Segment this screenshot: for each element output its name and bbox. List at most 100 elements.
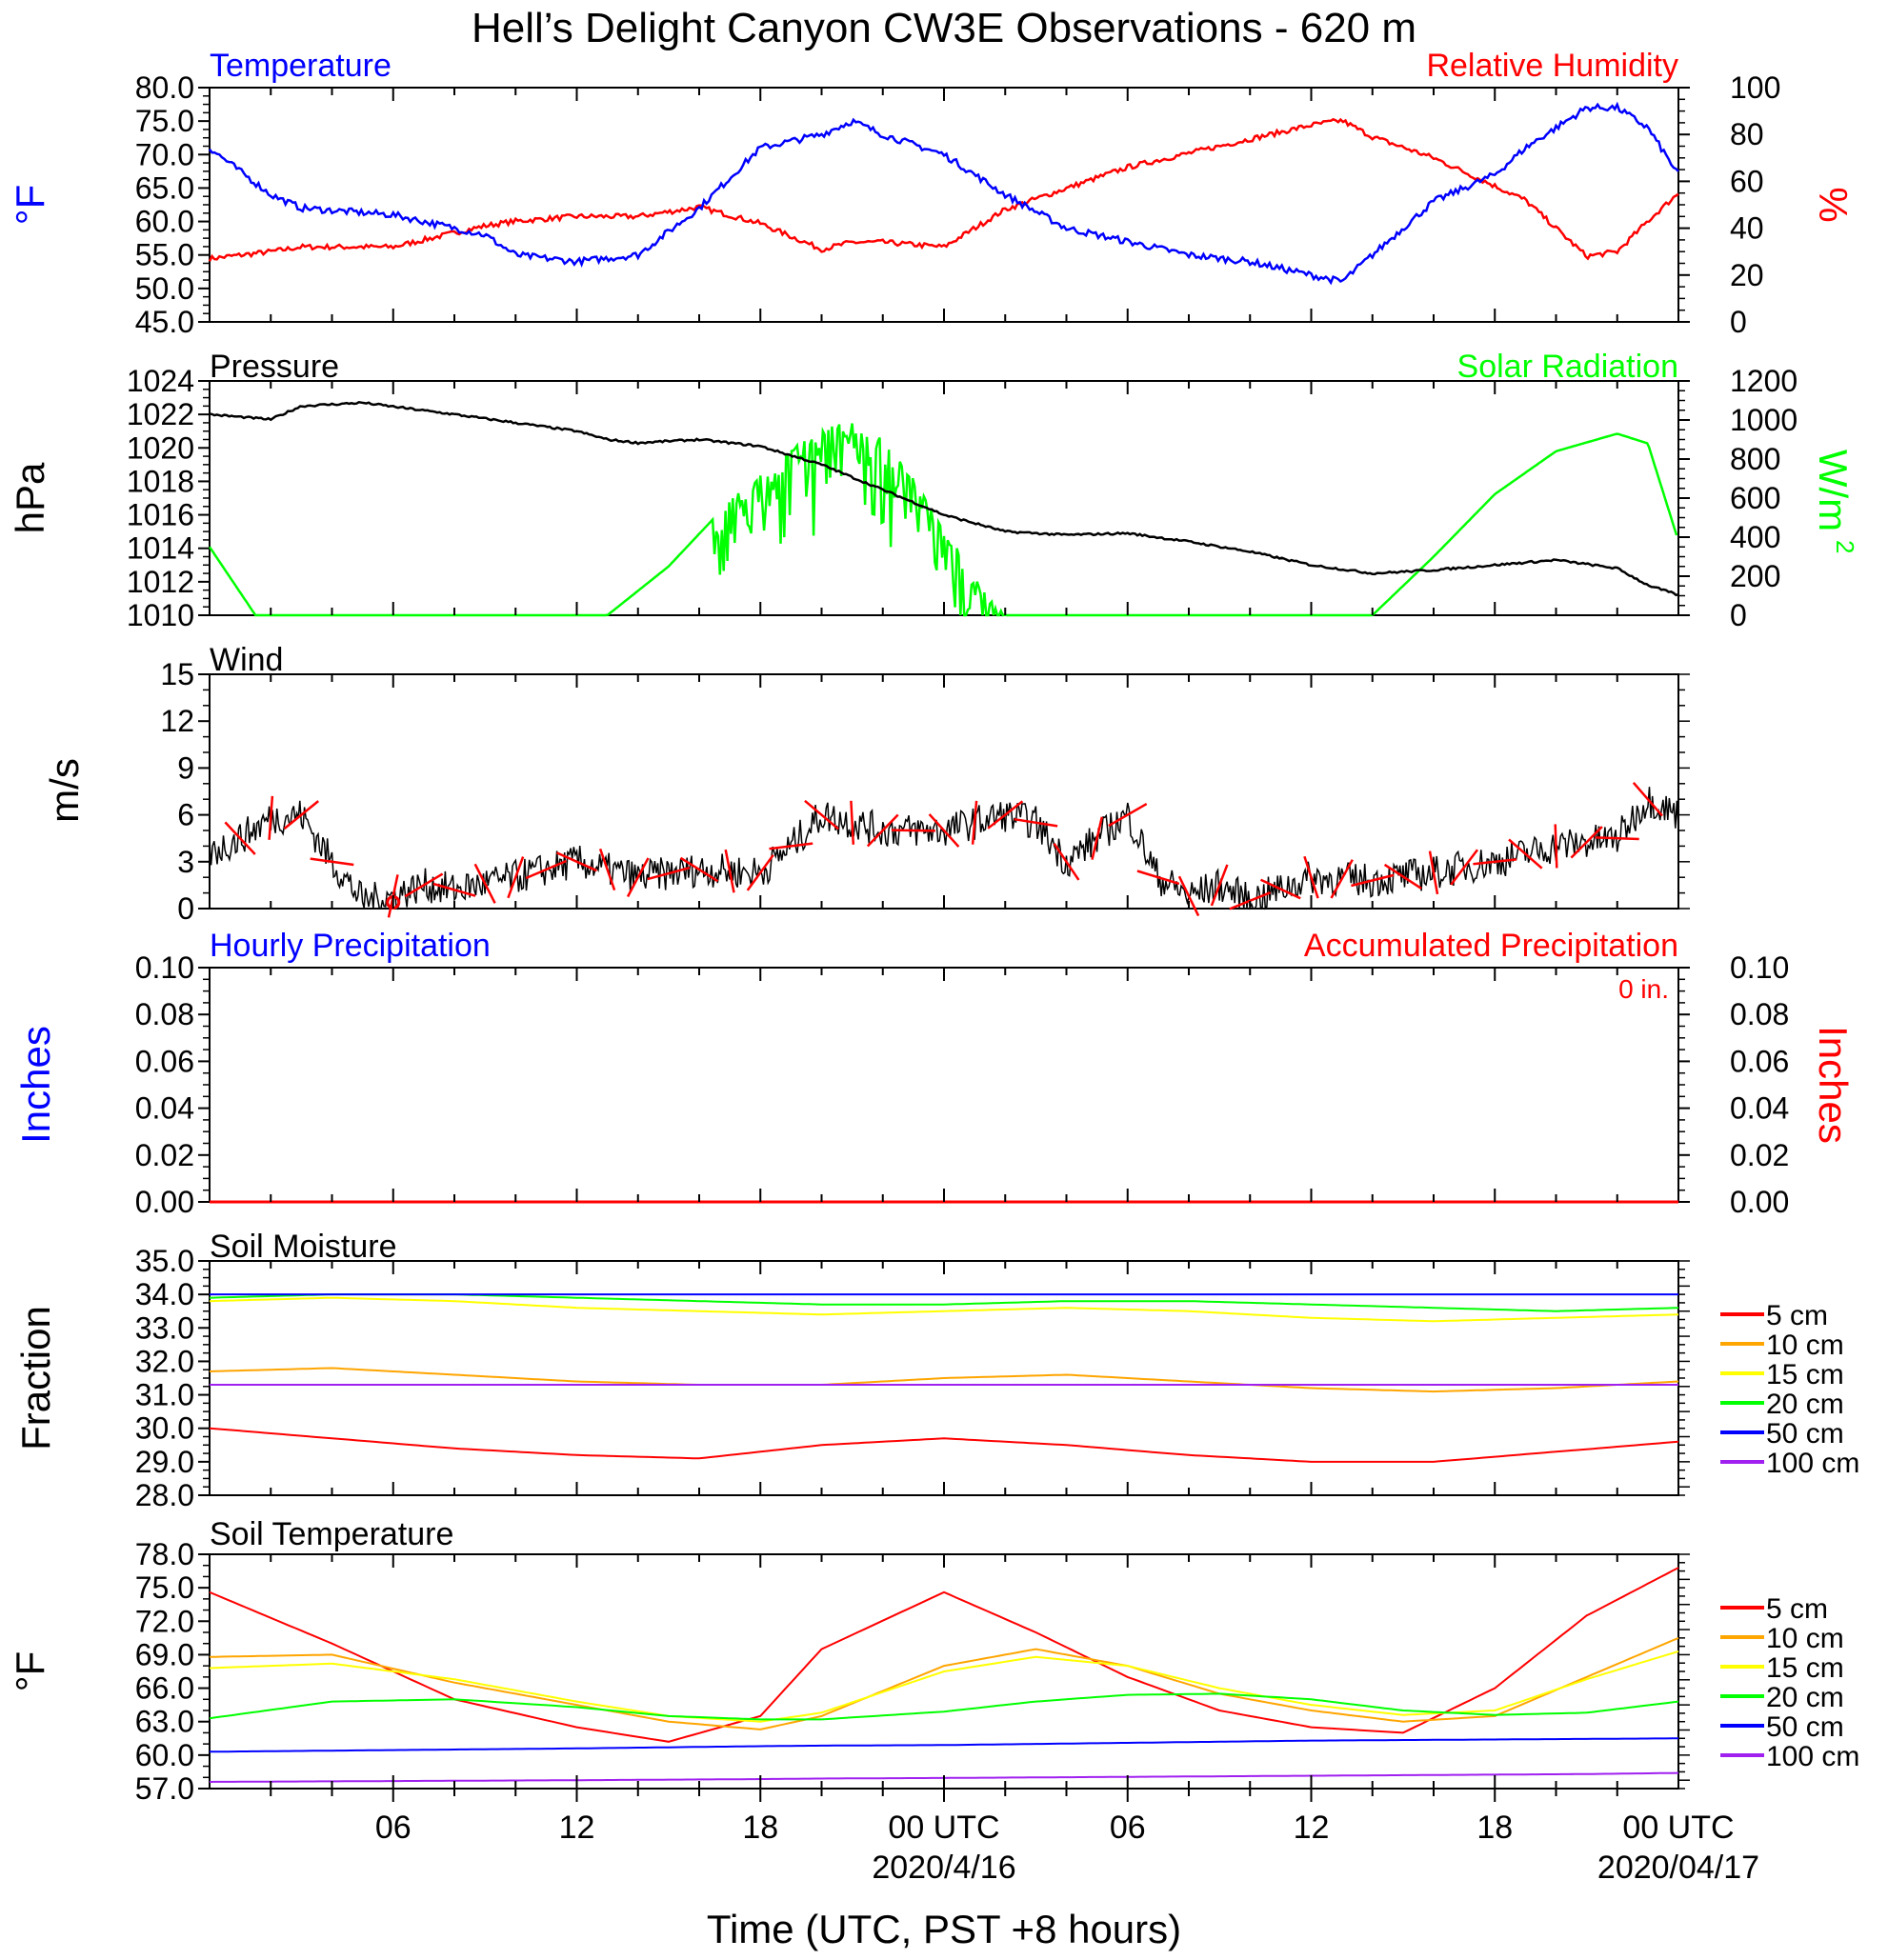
- panel-precip-left-ticks: 0.00 0.02 0.04 0.06 0.08 0.10: [135, 950, 210, 1219]
- panel-wind: Wind 0 3 6 9 12 15 m/s: [42, 642, 1690, 926]
- panel-precip-annotation: 0 in.: [1618, 974, 1669, 1004]
- right-tick-label: 800: [1730, 442, 1780, 476]
- right-tick-label: 600: [1730, 481, 1780, 515]
- right-tick-label: 0.02: [1730, 1138, 1789, 1172]
- panel-pressure-solar-left-units: hPa: [8, 462, 52, 533]
- left-tick-label: 75.0: [135, 104, 194, 138]
- panel-soil-moisture-left-ticks: 28.029.030.031.032.033.034.035.0: [135, 1244, 210, 1512]
- soil-series-line-1: [209, 1367, 1679, 1393]
- wind-barb: [1632, 781, 1663, 817]
- panel-soil-temp-series: [209, 1567, 1679, 1783]
- panel-soil-moisture-series: [209, 1293, 1679, 1463]
- solar-radiation-line: [208, 423, 1678, 617]
- right-tick-label: 0.04: [1730, 1091, 1789, 1126]
- wind-barb: [1303, 855, 1319, 899]
- wind-barb: [1210, 864, 1229, 907]
- left-tick-label: 55.0: [135, 238, 194, 272]
- wind-barb: [1053, 843, 1080, 881]
- wind-barb: [598, 848, 616, 891]
- wind-barb: [1351, 873, 1395, 888]
- left-tick-label: 63.0: [135, 1705, 194, 1739]
- left-tick-label: 57.0: [135, 1771, 194, 1806]
- wind-barb: [1330, 859, 1354, 899]
- panel-wind-left-title: Wind: [210, 642, 283, 678]
- left-tick-label: 1014: [127, 531, 194, 566]
- panel-wind-right-ticks: [1678, 673, 1690, 910]
- wind-barb: [1554, 824, 1558, 869]
- panel-temp-rh-left-title: Temperature: [210, 48, 392, 84]
- left-tick-label: 0: [177, 891, 194, 926]
- left-tick-label: 75.0: [135, 1570, 194, 1605]
- left-tick-label: 3: [177, 845, 194, 879]
- wind-barb: [866, 813, 899, 848]
- wind-barb: [1136, 870, 1180, 886]
- panel-precip-left-units: Inches: [13, 1026, 58, 1144]
- left-tick-label: 66.0: [135, 1671, 194, 1706]
- panel-temp-rh-right-title: Relative Humidity: [1426, 48, 1678, 84]
- x-tick-label: 18: [742, 1810, 778, 1846]
- left-tick-label: 33.0: [135, 1310, 194, 1345]
- left-tick-label: 30.0: [135, 1411, 194, 1446]
- x-tick-label: 18: [1476, 1810, 1513, 1846]
- x-tick-label: 00 UTC: [1622, 1810, 1734, 1846]
- panel-soil-moisture-right-ticks: [1678, 1260, 1690, 1496]
- panel-wind-left-units: m/s: [42, 758, 87, 823]
- left-tick-label: 50.0: [135, 271, 194, 306]
- wind-barb: [1450, 849, 1478, 886]
- x-tick-label: 00 UTC: [888, 1810, 999, 1846]
- wind-barb: [626, 857, 650, 898]
- left-tick-label: 72.0: [135, 1604, 194, 1638]
- soil-series-line-2: [209, 1650, 1679, 1723]
- left-tick-label: 0.02: [135, 1138, 194, 1172]
- wind-barb: [283, 800, 319, 830]
- panel-soil-temp: Soil Temperature 57.060.063.066.069.072.…: [8, 1516, 1859, 1806]
- panel-wind-left-ticks: 0 3 6 9 12 15: [160, 657, 210, 926]
- wind-barb: [404, 872, 444, 898]
- legend-label: 20 cm: [1766, 1682, 1844, 1713]
- wind-barb: [1091, 816, 1104, 860]
- panel-pressure-solar-left-title: Pressure: [210, 349, 339, 385]
- soil-series-line-4: [210, 1737, 1678, 1753]
- wind-barb: [525, 859, 567, 880]
- wind-barb: [679, 856, 719, 883]
- wind-barb: [769, 842, 813, 850]
- legend-label: 50 cm: [1766, 1418, 1844, 1450]
- left-tick-label: 1016: [127, 498, 194, 532]
- left-tick-label: 1022: [127, 397, 194, 431]
- right-tick-label: 200: [1730, 559, 1780, 593]
- panel-pressure-solar-right-ticks: 0 200 400 600 800 1000 1200: [1678, 364, 1798, 632]
- panel-temp-rh-frame: [209, 87, 1679, 323]
- right-tick-label: 80: [1730, 117, 1764, 151]
- left-tick-label: 1010: [127, 598, 194, 632]
- wind-barb: [473, 863, 496, 904]
- soil-series-line-3: [209, 1293, 1679, 1312]
- right-tick-label: 0.10: [1730, 950, 1789, 985]
- humidity-line: [208, 117, 1679, 262]
- wind-barb: [804, 799, 839, 830]
- wind-barb: [1177, 875, 1200, 917]
- legend-label: 15 cm: [1766, 1652, 1844, 1684]
- panel-precip: Hourly Precipitation Accumulated Precipi…: [13, 928, 1856, 1219]
- panel-pressure-solar-series: [208, 400, 1679, 617]
- x-tick-label: 12: [1294, 1810, 1330, 1846]
- left-tick-label: 6: [177, 798, 194, 832]
- right-tick-label: 0: [1730, 598, 1747, 632]
- left-tick-label: 70.0: [135, 137, 194, 171]
- soil-series-line-1: [209, 1636, 1679, 1730]
- x-tick-label: 06: [375, 1810, 412, 1846]
- wind-barb: [1108, 803, 1148, 828]
- panel-soil-temp-left-title: Soil Temperature: [210, 1516, 453, 1552]
- wind-barb: [268, 795, 274, 840]
- right-tick-label: 40: [1730, 211, 1764, 246]
- panel-temp-rh-series: [208, 101, 1679, 286]
- left-tick-label: 60.0: [135, 1738, 194, 1772]
- x-tick-date-label: 2020/04/17: [1597, 1850, 1759, 1886]
- legend-label: 5 cm: [1766, 1593, 1828, 1625]
- wind-barb: [1508, 838, 1543, 870]
- left-tick-label: 78.0: [135, 1537, 194, 1571]
- panel-soil-temp-right-ticks: [1678, 1553, 1690, 1790]
- panel-pressure-solar-right-units: W/m: [1811, 450, 1856, 531]
- legend-label: 5 cm: [1766, 1300, 1828, 1331]
